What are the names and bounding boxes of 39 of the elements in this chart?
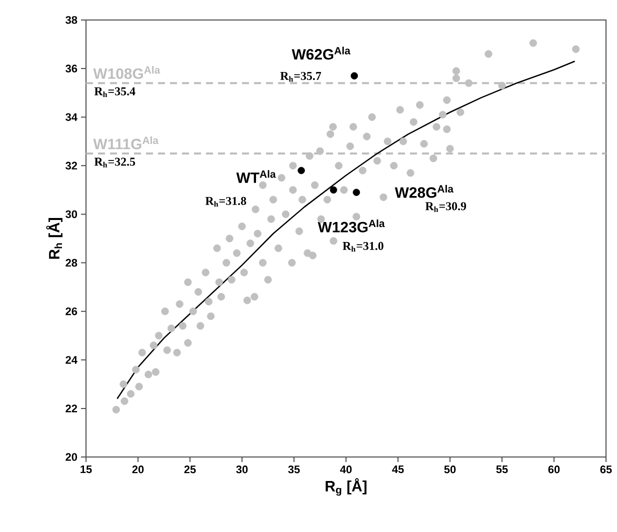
- x-tick-label: 55: [496, 466, 508, 474]
- x-tick-label: 20: [132, 466, 144, 474]
- annotation: R$_{h}$=32.5: [94, 158, 136, 168]
- point: [352, 188, 360, 196]
- annotation: R$_{h}$=30.9: [425, 202, 466, 212]
- x-tick-label: 65: [600, 466, 612, 474]
- x-tick-label: 60: [548, 466, 560, 474]
- y-tick-label: 36: [66, 64, 78, 72]
- x-tick-label: 15: [80, 466, 92, 474]
- point: [350, 72, 358, 80]
- y-axis-title: R$_{h}$ [Å]: [46, 218, 62, 259]
- x-axis-title: R$_{g}$ [Å]: [326, 478, 366, 496]
- y-tick-label: 24: [66, 356, 78, 364]
- y-tick-label: 26: [66, 307, 78, 316]
- annotation: WT$^{Ala}$: [236, 170, 276, 183]
- ref-line-label: W111G$^{Ala}$: [93, 136, 159, 150]
- y-tick-label: 34: [66, 113, 78, 121]
- y-tick-label: 28: [66, 258, 78, 267]
- y-tick-label: 22: [66, 404, 78, 412]
- annotation: R$_{h}$=35.4: [94, 87, 136, 98]
- annotation: R$_{h}$=31.8: [205, 196, 246, 207]
- annotation: W28G$^{Ala}$: [394, 184, 454, 198]
- annotation: R$_{h}$=31.0: [342, 242, 384, 252]
- x-tick-label: 25: [184, 466, 196, 474]
- y-tick-label: 38: [66, 16, 78, 24]
- annotation: W123G$^{Ala}$: [318, 219, 385, 232]
- x-tick-label: 30: [236, 466, 248, 474]
- x-tick-label: 40: [340, 466, 352, 474]
- annotation: W62G$^{Ala}$: [292, 46, 350, 60]
- y-tick-label: 20: [66, 453, 78, 461]
- annotation: R$_{h}$=35.7: [280, 72, 322, 82]
- x-tick-label: 50: [444, 466, 456, 474]
- x-tick-label: 45: [392, 466, 404, 474]
- y-tick-label: 32: [66, 162, 78, 170]
- point: [298, 166, 305, 174]
- y-tick-label: 30: [66, 210, 78, 218]
- ref-line-label: W108G$^{Ala}$: [93, 66, 160, 79]
- x-tick-label: 35: [288, 466, 300, 474]
- point: [330, 186, 338, 194]
